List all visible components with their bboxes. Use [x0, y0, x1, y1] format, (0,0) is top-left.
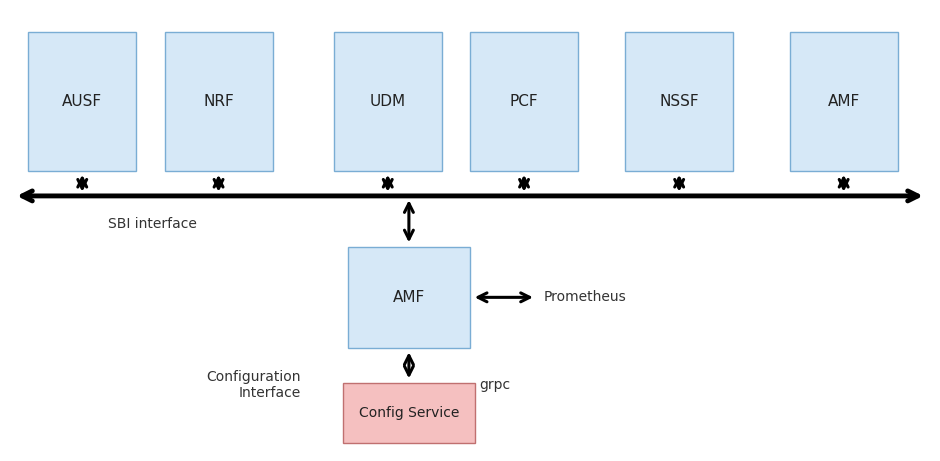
- Text: AMF: AMF: [827, 94, 860, 109]
- Text: NSSF: NSSF: [659, 94, 699, 109]
- FancyBboxPatch shape: [790, 32, 898, 171]
- FancyBboxPatch shape: [343, 383, 475, 443]
- FancyBboxPatch shape: [625, 32, 733, 171]
- Text: AUSF: AUSF: [62, 94, 102, 109]
- Text: AMF: AMF: [393, 290, 425, 305]
- Text: NRF: NRF: [203, 94, 234, 109]
- FancyBboxPatch shape: [164, 32, 273, 171]
- Text: grpc: grpc: [479, 378, 510, 392]
- Text: Config Service: Config Service: [359, 406, 459, 420]
- Text: SBI interface: SBI interface: [108, 217, 197, 230]
- FancyBboxPatch shape: [348, 247, 470, 348]
- FancyBboxPatch shape: [28, 32, 136, 171]
- FancyBboxPatch shape: [334, 32, 442, 171]
- Text: PCF: PCF: [509, 94, 539, 109]
- Text: Configuration
Interface: Configuration Interface: [206, 370, 301, 400]
- Text: Prometheus: Prometheus: [543, 290, 626, 304]
- FancyBboxPatch shape: [470, 32, 578, 171]
- Text: UDM: UDM: [369, 94, 406, 109]
